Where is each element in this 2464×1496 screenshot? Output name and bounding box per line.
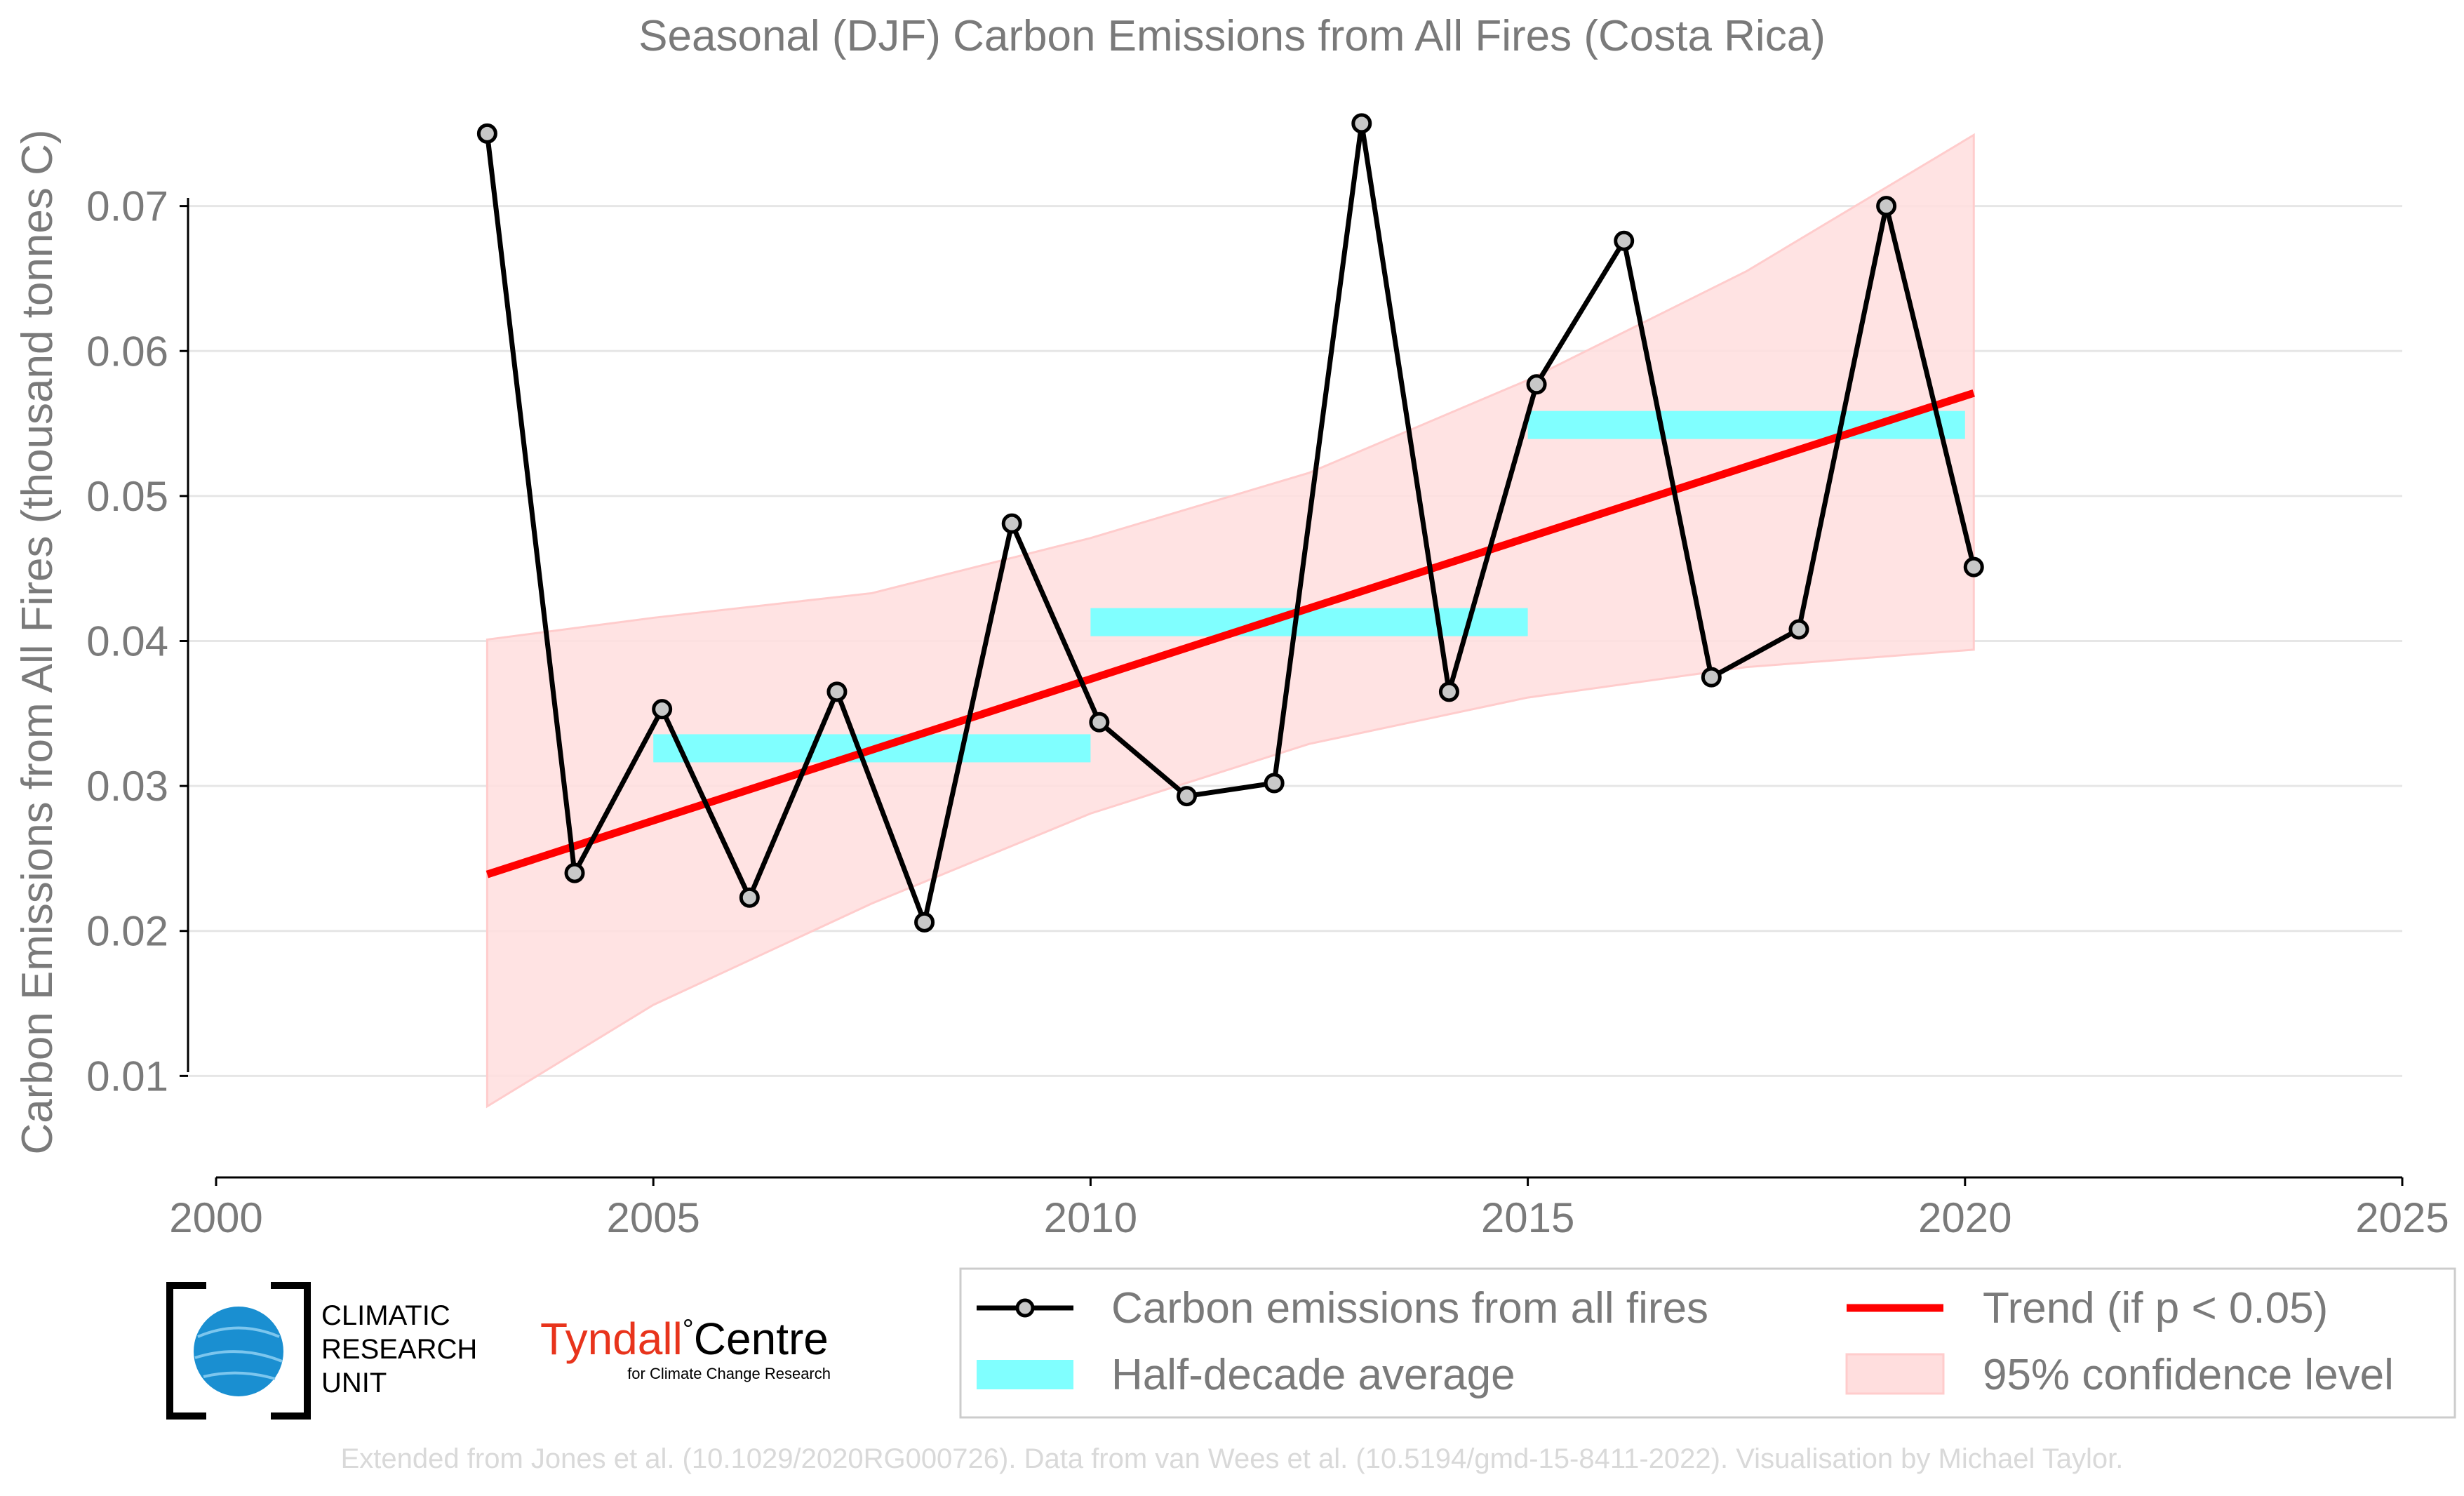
y-tick-label-1: 0.02 — [86, 908, 168, 955]
x-tick-label-2: 2010 — [1044, 1194, 1137, 1241]
legend-label-trend: Trend (if p < 0.05) — [1983, 1284, 2328, 1333]
tyndall-wordmark: Tyndall°Centre — [540, 1314, 829, 1364]
x-tick-label-5: 2025 — [2355, 1194, 2449, 1241]
legend-item-trend: Trend (if p < 0.05) — [1847, 1284, 2328, 1333]
tyndall-subtitle: for Climate Change Research — [627, 1365, 831, 1382]
cru-line-2: RESEARCH — [321, 1334, 477, 1365]
tyndall-name: Tyndall — [540, 1314, 683, 1364]
data-point-2 — [652, 699, 673, 720]
data-point-4 — [826, 681, 848, 702]
legend-half-decade-swatch — [977, 1360, 1073, 1389]
data-point-11 — [1438, 681, 1459, 702]
y-tick-label-5: 0.06 — [86, 328, 168, 375]
emissions-series — [476, 113, 1984, 933]
y-tick-label-3: 0.04 — [86, 617, 168, 664]
data-point-16 — [1876, 196, 1897, 217]
data-point-13 — [1614, 230, 1635, 251]
y-tick-label-4: 0.05 — [86, 473, 168, 520]
cru-line-3: UNIT — [321, 1368, 387, 1398]
chart-title: Seasonal (DJF) Carbon Emissions from All… — [638, 12, 1826, 60]
data-point-15 — [1788, 619, 1809, 640]
y-tick-label-2: 0.03 — [86, 763, 168, 810]
data-point-5 — [914, 911, 935, 933]
x-tick-label-1: 2005 — [606, 1194, 699, 1241]
data-point-1 — [564, 862, 585, 883]
data-point-14 — [1701, 667, 1722, 688]
tyndall-logo: Tyndall°Centre for Climate Change Resear… — [540, 1314, 831, 1382]
series-line-0 — [484, 121, 1976, 925]
legend-item-half-decade: Half-decade average — [977, 1351, 1515, 1399]
data-point-9 — [1264, 773, 1285, 794]
y-tick-label-0: 0.01 — [86, 1053, 168, 1100]
data-point-8 — [1177, 786, 1198, 807]
legend-confidence-swatch — [1845, 1353, 1945, 1395]
y-ticks: 0.01 0.02 0.03 0.04 0.05 0.06 0.07 — [86, 183, 188, 1100]
x-ticks: 2000 2005 2010 2015 2020 2025 — [169, 1177, 2449, 1241]
y-tick-label-6: 0.07 — [86, 183, 168, 230]
cru-bracket-right-icon — [271, 1282, 311, 1420]
legend-item-confidence: 95% confidence level — [1845, 1351, 2394, 1399]
data-point-0 — [476, 123, 497, 144]
legend-label-half-decade: Half-decade average — [1111, 1351, 1515, 1399]
trend-line — [486, 389, 1975, 879]
tyndall-centre: Centre — [694, 1314, 829, 1364]
tyndall-degree: ° — [683, 1314, 694, 1345]
data-point-12 — [1526, 374, 1547, 395]
cru-bracket-left-icon — [166, 1282, 206, 1420]
credit-text: Extended from Jones et al. (10.1029/2020… — [341, 1443, 2124, 1474]
legend-label-confidence: 95% confidence level — [1983, 1351, 2394, 1399]
data-point-7 — [1089, 712, 1110, 733]
half-decade-bar-1 — [1090, 608, 1528, 636]
data-point-3 — [739, 887, 760, 908]
x-tick-label-4: 2020 — [1918, 1194, 2011, 1241]
axes — [187, 198, 2402, 1179]
half-decade-bars — [653, 410, 1965, 763]
cru-line-1: CLIMATIC — [321, 1300, 450, 1331]
cru-logo: CLIMATIC RESEARCH UNIT — [166, 1282, 477, 1420]
x-tick-label-3: 2015 — [1481, 1194, 1574, 1241]
data-point-17 — [1963, 556, 1984, 577]
legend: Carbon emissions from all fires Trend (i… — [959, 1267, 2456, 1419]
y-axis-label: Carbon Emissions from All Fires (thousan… — [13, 129, 62, 1154]
legend-item-emissions: Carbon emissions from all fires — [977, 1284, 1708, 1333]
trend-line-segment — [486, 389, 1975, 879]
data-point-6 — [1001, 513, 1022, 534]
legend-emissions-marker — [1015, 1298, 1035, 1318]
legend-box — [959, 1267, 2456, 1419]
data-point-10 — [1351, 113, 1372, 134]
x-tick-label-0: 2000 — [169, 1194, 262, 1241]
legend-label-emissions: Carbon emissions from all fires — [1111, 1284, 1708, 1333]
